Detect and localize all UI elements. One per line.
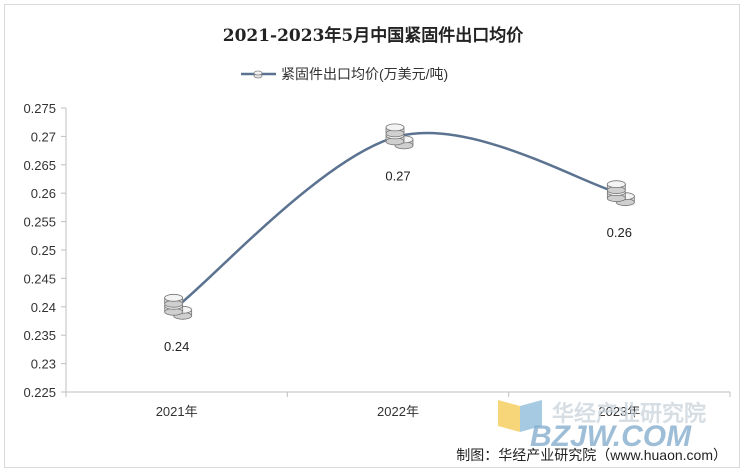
series-line <box>175 131 620 308</box>
legend: 紧固件出口均价(万美元/吨) <box>241 66 448 82</box>
data-point-marker <box>606 180 635 207</box>
y-tick-label: 0.23 <box>31 357 56 372</box>
coin-top <box>385 123 405 132</box>
x-axis: 2021年 2022年 2023年 <box>65 391 731 419</box>
y-tick-label: 0.25 <box>31 243 56 258</box>
data-point-marker <box>164 293 193 320</box>
chart-title: 2021-2023年5月中国紧固件出口均价 <box>223 25 525 46</box>
y-tick-label: 0.255 <box>23 215 56 230</box>
watermark: 华经产业研究院 BZJW.COM <box>498 400 706 453</box>
legend-coin-icon <box>253 70 263 79</box>
y-tick-label: 0.275 <box>23 101 56 116</box>
x-tick-label: 2022年 <box>377 404 419 419</box>
y-tick-label: 0.265 <box>23 158 56 173</box>
y-tick-label: 0.245 <box>23 271 56 286</box>
data-label: 0.24 <box>164 339 189 354</box>
plot-area: 0.24 0.27 0.26 <box>164 123 635 354</box>
x-tick-label: 2021年 <box>156 404 198 419</box>
data-label: 0.26 <box>607 225 632 240</box>
y-tick-label: 0.225 <box>23 385 56 400</box>
y-tick-label: 0.26 <box>31 186 56 201</box>
y-tick-label: 0.235 <box>23 328 56 343</box>
coin-top <box>606 180 626 189</box>
coin-top <box>164 293 184 302</box>
y-tick-label: 0.27 <box>31 129 56 144</box>
data-label: 0.27 <box>385 168 410 183</box>
y-axis: 0.225 0.23 0.235 0.24 0.245 0.25 0.255 0.26 0.26… <box>23 101 67 400</box>
source-note: 制图：华经产业研究院（www.huaon.com） <box>456 447 727 463</box>
y-tick-label: 0.24 <box>31 300 56 315</box>
x-tick-label: 2023年 <box>598 404 640 419</box>
data-point-marker <box>385 123 414 150</box>
chart-frame <box>4 4 740 468</box>
watermark-text-en: BZJW.COM <box>530 420 692 453</box>
watermark-text-cn: 华经产业研究院 <box>552 401 706 426</box>
legend-label: 紧固件出口均价(万美元/吨) <box>281 66 448 82</box>
